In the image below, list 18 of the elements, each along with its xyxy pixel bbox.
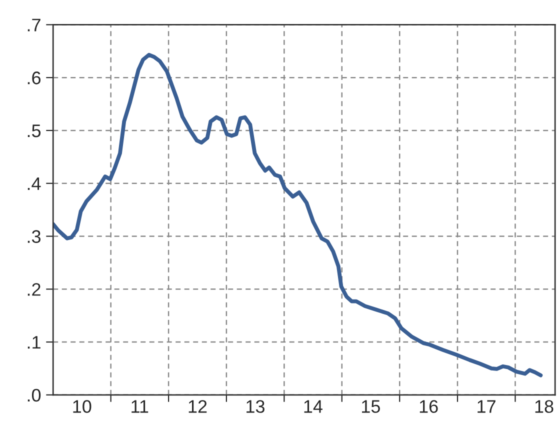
y-tick-label: .5 [28, 124, 41, 138]
x-tick-label: 10 [73, 400, 92, 413]
x-tick-label: 14 [304, 400, 322, 413]
x-tick-label: 18 [535, 400, 554, 413]
y-tick-label: .7 [28, 18, 40, 32]
x-tick-label: 15 [362, 400, 380, 413]
y-tick-label: .0 [28, 388, 41, 402]
y-tick-label: .2 [28, 283, 40, 296]
y-tick-label: .3 [28, 230, 41, 243]
x-tick-label: 13 [246, 400, 264, 413]
line-series [53, 52, 543, 378]
y-tick-label: .1 [28, 336, 40, 349]
x-tick-label: 11 [132, 400, 148, 413]
x-tick-label: 16 [420, 400, 438, 413]
x-tick-label: 17 [478, 400, 496, 413]
x-tick-label: 12 [188, 400, 207, 413]
y-tick-label: .4 [28, 177, 41, 190]
y-tick-label: .6 [28, 72, 41, 84]
